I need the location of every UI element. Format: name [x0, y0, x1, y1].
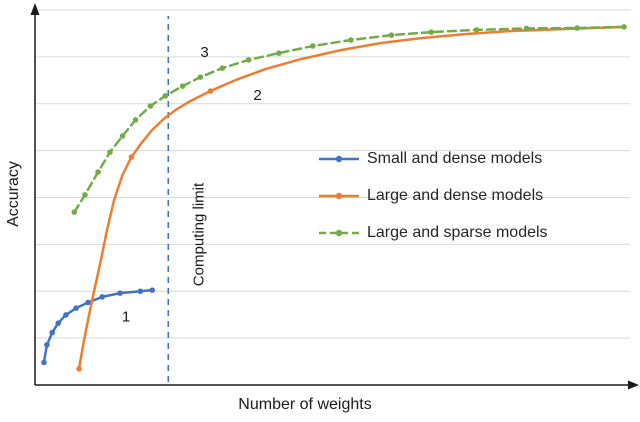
- series-marker-icon: [388, 32, 395, 38]
- x-axis-label: Number of weights: [238, 396, 372, 413]
- series-marker-icon: [162, 93, 169, 99]
- y-axis-label: Accuracy: [5, 161, 22, 227]
- legend-item-large-sparse: Large and sparse models: [318, 220, 548, 246]
- series-marker-icon: [85, 299, 91, 306]
- series-marker-icon: [310, 43, 316, 49]
- legend-swatch-large-dense-icon: [319, 192, 359, 200]
- legend-label-large-sparse: Large and sparse models: [367, 224, 548, 241]
- series-marker-icon: [276, 50, 282, 56]
- series-marker-icon: [82, 192, 88, 198]
- legend-marker-icon: [335, 192, 343, 200]
- x-axis-arrow-icon: [628, 380, 639, 390]
- series-line-0: [42, 288, 154, 364]
- series-marker-icon: [55, 320, 62, 326]
- series-marker-icon: [117, 290, 123, 296]
- legend-marker-icon: [335, 155, 343, 163]
- series-marker-icon: [76, 366, 82, 372]
- series-marker-icon: [119, 133, 126, 139]
- series-line-1: [77, 25, 626, 371]
- series-marker-icon: [41, 359, 47, 366]
- series-marker-icon: [473, 27, 480, 33]
- series-marker-icon: [523, 25, 530, 32]
- series-marker-icon: [197, 74, 204, 80]
- series-marker-icon: [621, 24, 627, 30]
- legend-item-large-dense: Large and dense models: [318, 183, 548, 209]
- series-marker-icon: [207, 88, 214, 94]
- series-marker-icon: [99, 294, 106, 300]
- curve-annotation: 2: [253, 87, 261, 104]
- curve-annotation: 3: [200, 44, 208, 61]
- series-marker-icon: [245, 57, 252, 63]
- legend-label-small-dense: Small and dense models: [367, 150, 543, 167]
- series-marker-icon: [574, 25, 580, 31]
- series-marker-icon: [95, 169, 101, 175]
- series-marker-icon: [71, 209, 78, 215]
- series-marker-icon: [149, 287, 156, 293]
- legend-swatch-large-sparse-icon: [319, 229, 359, 237]
- series-marker-icon: [147, 103, 154, 109]
- series-marker-icon: [137, 288, 144, 295]
- curve-annotation: 1: [122, 308, 130, 325]
- series-marker-icon: [179, 83, 186, 89]
- y-axis-arrow-icon: [30, 3, 40, 15]
- legend-marker-icon: [335, 229, 343, 237]
- series-marker-icon: [73, 305, 79, 311]
- series-marker-icon: [348, 37, 354, 43]
- series-marker-icon: [49, 329, 56, 336]
- series-marker-icon: [132, 117, 139, 123]
- legend-label-large-dense: Large and dense models: [367, 187, 544, 204]
- series-marker-icon: [44, 342, 50, 348]
- series-marker-icon: [219, 65, 226, 71]
- series-marker-icon: [428, 29, 435, 35]
- legend-item-small-dense: Small and dense models: [318, 146, 548, 172]
- series-marker-icon: [128, 154, 135, 160]
- series-marker-icon: [63, 312, 69, 318]
- series-marker-icon: [107, 149, 113, 155]
- computing-limit-label: Computing limit: [190, 182, 208, 287]
- legend: Small and dense models Large and dense m…: [318, 146, 548, 246]
- legend-swatch-small-dense-icon: [319, 155, 359, 163]
